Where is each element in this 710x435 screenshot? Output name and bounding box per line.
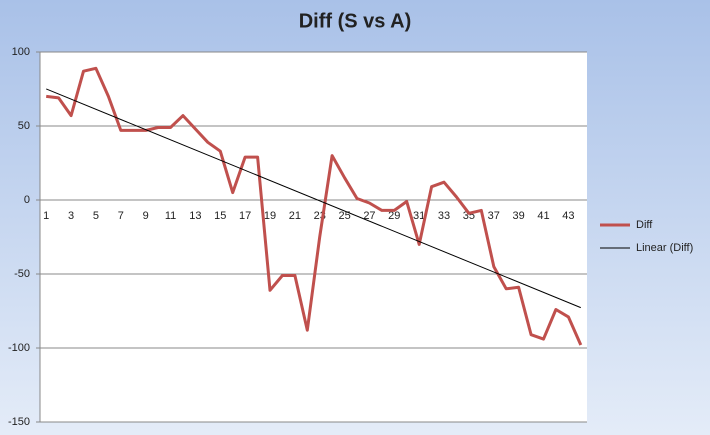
legend-label: Linear (Diff)	[636, 242, 693, 254]
x-tick-label: 41	[537, 210, 549, 222]
x-tick-label: 43	[562, 210, 574, 222]
x-tick-label: 25	[338, 210, 350, 222]
x-tick-label: 21	[289, 210, 301, 222]
y-tick-label: -100	[8, 342, 30, 354]
trendline	[46, 88, 581, 309]
x-tick-label: 9	[143, 210, 149, 222]
legend-label: Diff	[636, 219, 653, 231]
data-line	[46, 66, 583, 346]
y-tick-label: -50	[14, 268, 30, 280]
x-tick-label: 15	[214, 210, 226, 222]
x-tick-label: 29	[388, 210, 400, 222]
plot-area	[40, 52, 587, 422]
y-tick-label: 100	[12, 46, 30, 58]
y-tick-label: 50	[18, 120, 30, 132]
x-tick-label: 17	[239, 210, 251, 222]
x-tick-label: 37	[488, 210, 500, 222]
x-tick-label: 1	[43, 210, 49, 222]
x-tick-label: 31	[413, 210, 425, 222]
x-tick-label: 33	[438, 210, 450, 222]
x-tick-label: 7	[118, 210, 124, 222]
x-tick-label: 3	[68, 210, 74, 222]
x-tick-label: 27	[363, 210, 375, 222]
x-tick-label: 11	[165, 210, 176, 222]
x-tick-label: 19	[264, 210, 276, 222]
y-tick-label: 0	[24, 194, 30, 206]
x-tick-label: 39	[513, 210, 525, 222]
y-tick-label: -150	[8, 416, 30, 428]
x-tick-label: 13	[189, 210, 201, 222]
chart-title: Diff (S vs A)	[299, 10, 412, 32]
x-tick-label: 5	[93, 210, 99, 222]
